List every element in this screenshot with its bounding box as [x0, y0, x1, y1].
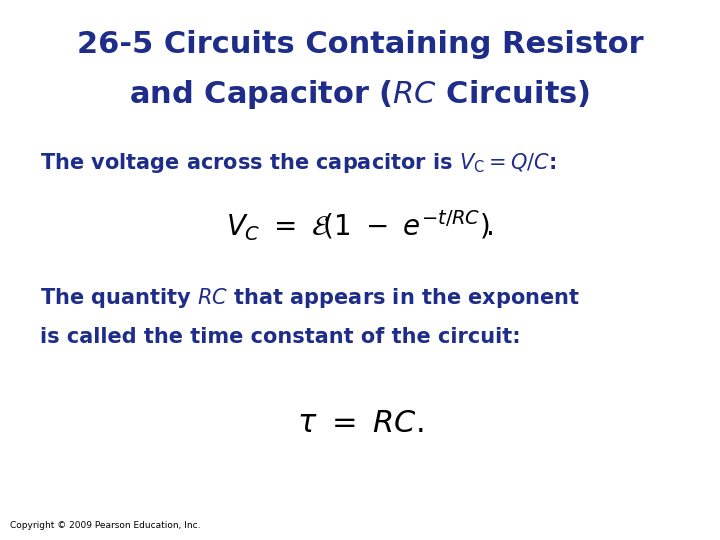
Text: is called the time constant of the circuit:: is called the time constant of the circu… [40, 327, 521, 347]
Text: and Capacitor ($\mathit{RC}$ Circuits): and Capacitor ($\mathit{RC}$ Circuits) [130, 78, 590, 111]
Text: $\tau \ = \ RC.$: $\tau \ = \ RC.$ [297, 408, 423, 438]
Text: Copyright © 2009 Pearson Education, Inc.: Copyright © 2009 Pearson Education, Inc. [10, 521, 201, 530]
Text: The quantity $\mathit{RC}$ that appears in the exponent: The quantity $\mathit{RC}$ that appears … [40, 286, 580, 310]
Text: The voltage across the capacitor is $V_{\mathrm{C}} = Q/C$:: The voltage across the capacitor is $V_{… [40, 151, 556, 175]
Text: $V_C \ = \ \mathcal{E}\!\left(1 \ - \ e^{-t/RC}\right)\!.$: $V_C \ = \ \mathcal{E}\!\left(1 \ - \ e^… [226, 208, 494, 242]
Text: 26-5 Circuits Containing Resistor: 26-5 Circuits Containing Resistor [77, 30, 643, 59]
